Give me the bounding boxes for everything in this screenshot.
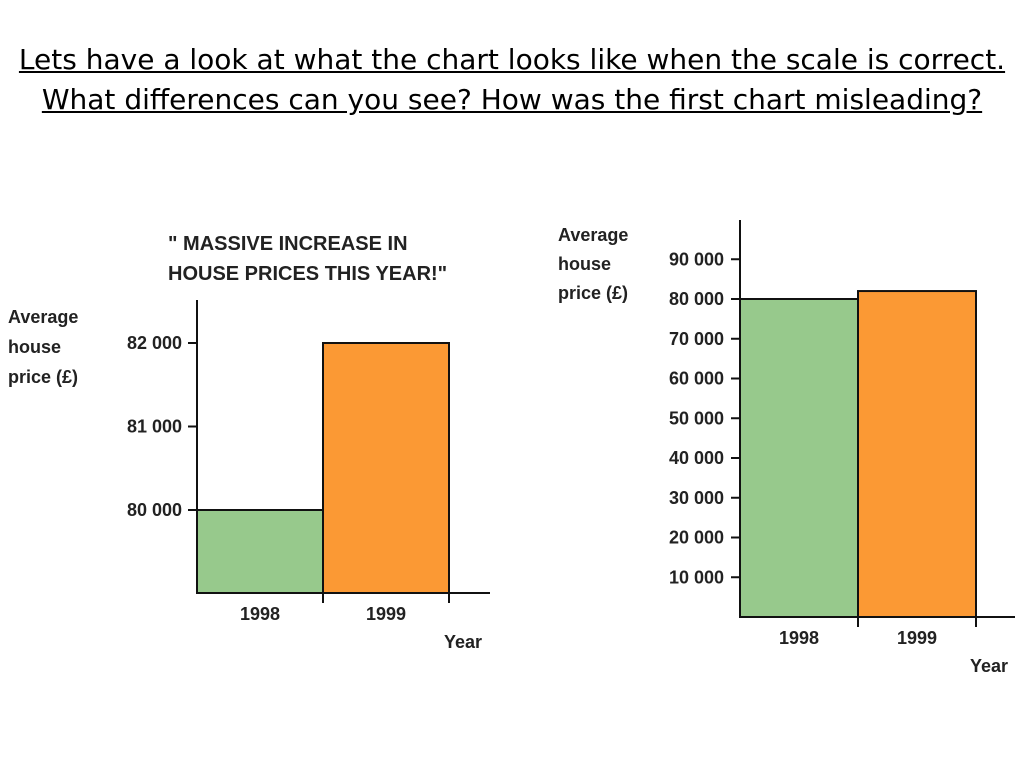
- chart1-title-line: " MASSIVE INCREASE IN: [168, 233, 408, 255]
- chart2-y-tick-label: 20 000: [669, 528, 724, 548]
- slide-heading: Lets have a look at what the chart looks…: [18, 43, 1006, 116]
- chart2-y-tick-label: 90 000: [669, 249, 724, 269]
- chart2-y-tick-label: 60 000: [669, 369, 724, 389]
- chart2-ylabel-line: Average: [558, 225, 628, 245]
- chart2-ylabel-line: price (£): [558, 283, 628, 303]
- chart1-y-tick-label: 82 000: [127, 333, 182, 353]
- chart2-category-label-1998: 1998: [779, 628, 819, 648]
- chart2-y-tick-label: 80 000: [669, 289, 724, 309]
- chart1-ylabel-line: house: [8, 337, 61, 357]
- chart1-bar-1998: [196, 509, 324, 594]
- chart1-ylabel-line: price (£): [8, 367, 78, 387]
- chart1-y-tick-label: 80 000: [127, 500, 182, 520]
- chart2-bar-1998: [739, 298, 859, 618]
- chart2-xlabel: Year: [970, 656, 1008, 676]
- chart2-y-tick-label: 70 000: [669, 329, 724, 349]
- chart1-title-line: HOUSE PRICES THIS YEAR!": [168, 263, 447, 285]
- chart1-xlabel: Year: [444, 632, 482, 652]
- chart1-y-tick-label: 81 000: [127, 417, 182, 437]
- chart2-ylabel-line: house: [558, 254, 611, 274]
- chart2-y-tick-label: 50 000: [669, 408, 724, 428]
- chart2-y-tick-label: 40 000: [669, 448, 724, 468]
- chart2-bar-1999: [857, 290, 977, 618]
- chart2-y-tick-label: 10 000: [669, 567, 724, 587]
- chart1-category-label-1998: 1998: [240, 604, 280, 624]
- chart1-ylabel-line: Average: [8, 307, 78, 327]
- chart1-category-label-1999: 1999: [366, 604, 406, 624]
- chart2-category-label-1999: 1999: [897, 628, 937, 648]
- chart1-bar-1999: [322, 342, 450, 594]
- chart2-y-tick-label: 30 000: [669, 488, 724, 508]
